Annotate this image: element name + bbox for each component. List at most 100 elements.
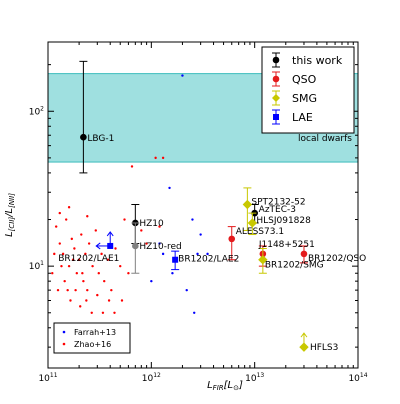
y-tick-label: 101	[29, 260, 44, 272]
limit-arrowhead	[106, 231, 114, 237]
farrah13-point	[168, 186, 171, 190]
farrah13-point	[158, 242, 161, 245]
zhao16-point	[158, 225, 161, 228]
legend-marker	[272, 94, 280, 102]
limit-arrowhead	[300, 332, 308, 338]
farrah13-point	[181, 74, 184, 77]
legend2-box	[53, 322, 131, 354]
point-label: HZ10-red	[139, 242, 181, 252]
zhao16-point	[120, 299, 124, 302]
zhao16-point	[100, 252, 103, 256]
plot-frame	[47, 41, 359, 369]
zhao16-point	[69, 299, 72, 302]
farrah13-point	[199, 233, 202, 236]
legend-marker	[272, 56, 280, 64]
zhao16-point	[71, 258, 75, 261]
this-work-marker	[80, 133, 87, 141]
zhao16-point	[161, 156, 165, 160]
zhao16-point	[79, 305, 82, 308]
point-label: HFLS3	[310, 343, 338, 353]
legend-label: this work	[292, 54, 343, 67]
smg-marker	[258, 255, 268, 265]
zhao16-point	[58, 242, 61, 245]
point-label: SPT2132-52	[251, 198, 305, 208]
point-label: HZ10	[139, 219, 164, 229]
zhao16-point	[94, 229, 97, 232]
label-layer: LBG-1 HZ10 AzTEC-3 HZ10-red ALESS73.1 J1148+5…	[58, 134, 366, 353]
legend-layer: this work QSO SMG LAE Farrah+13 Zhao+16	[53, 46, 355, 354]
zhao16-point	[73, 247, 76, 250]
zhao16-point	[123, 218, 126, 221]
zhao16-point	[119, 264, 122, 268]
zhao16-point	[70, 237, 74, 241]
farrah13-point	[171, 272, 174, 275]
zhao16-point	[75, 272, 79, 275]
zhao16-point	[61, 252, 65, 256]
zhao16-point	[85, 299, 88, 302]
farrah13-point	[161, 252, 165, 256]
zhao16-point	[66, 288, 69, 292]
smg-marker	[242, 199, 253, 210]
zhao16-point	[101, 311, 105, 314]
zhao16-point	[103, 279, 106, 283]
zhao16-point	[97, 272, 100, 275]
band-label: local dwarfs	[298, 134, 352, 144]
zhao16-point	[106, 258, 110, 261]
zhao16-point	[74, 288, 77, 292]
point-label: BR1202/QSO	[308, 254, 366, 264]
zhao16-point	[154, 156, 157, 160]
point-label: LBG-1	[87, 134, 114, 144]
limit-arrowhead-x	[95, 242, 101, 250]
legend2-marker	[62, 330, 66, 334]
zhao16-point	[110, 288, 113, 292]
zhao16-point	[90, 311, 93, 314]
zhao16-point	[91, 264, 94, 268]
point-label: BR1202/LAE2	[178, 255, 239, 265]
x-tick-label: 1011	[38, 372, 57, 384]
legend2-marker	[62, 342, 66, 346]
qso-marker	[228, 235, 236, 243]
zhao16-point	[87, 242, 91, 245]
point-label: BR1202/SMG	[265, 261, 324, 271]
farrah13-point	[191, 218, 194, 221]
zhao16-point	[130, 165, 134, 168]
x-axis-label: LFIR[L⊙]	[207, 380, 243, 392]
legend-marker	[273, 114, 279, 120]
point-label: J1148+5251	[258, 240, 315, 250]
zhao16-point	[54, 225, 58, 228]
lae-marker	[107, 242, 114, 249]
zhao16-point	[140, 229, 143, 232]
legend-marker	[272, 75, 280, 83]
tick-layer: 1011 1012 1013 1014 101 102	[29, 42, 368, 384]
smg-marker	[299, 342, 309, 352]
x-tick-label: 1014	[348, 372, 367, 384]
zhao16-point	[67, 206, 71, 209]
zhao16-point	[60, 264, 63, 268]
point-label: AzTEC-3	[259, 205, 296, 215]
farrah13-point	[193, 311, 196, 314]
zhao16-point	[81, 272, 84, 275]
zhao16-point	[58, 211, 61, 215]
zhao16-point	[56, 288, 60, 292]
zhao16-point	[107, 299, 111, 302]
qso-marker	[300, 250, 308, 258]
smg-marker	[247, 218, 258, 228]
zhao16-point	[127, 272, 130, 275]
y-tick-label: 102	[29, 105, 44, 117]
point-label: HLSJ091828	[256, 216, 311, 226]
point-label: BR1202/LAE1	[58, 254, 119, 264]
zhao16-point	[64, 218, 68, 221]
legend-label: QSO	[292, 73, 317, 86]
this-work-marker	[132, 242, 139, 250]
y-axis-label: L[CII]/L[NII]	[4, 193, 16, 237]
legend-label: LAE	[292, 111, 313, 124]
farrah13-point	[185, 288, 188, 292]
legend2-label: Zhao+16	[74, 340, 111, 349]
zhao16-point	[82, 279, 85, 283]
zhao16-point	[84, 252, 87, 256]
farrah13-point	[206, 252, 209, 256]
zhao16-point	[114, 247, 117, 250]
zhao16-point	[86, 288, 89, 292]
